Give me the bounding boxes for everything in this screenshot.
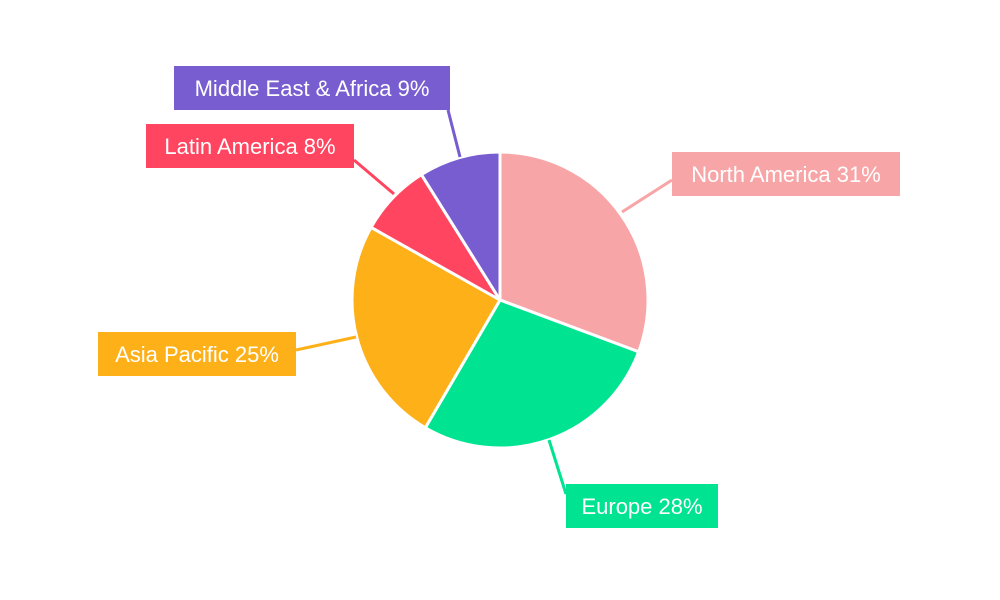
slice-label-box	[98, 332, 296, 376]
leader-line-latin-america	[353, 158, 395, 196]
slice-label-latin-america: Latin America 8%	[146, 124, 354, 168]
leader-line-europe	[547, 439, 568, 495]
leader-lines	[295, 109, 673, 495]
slice-label-middle-east-and-africa: Middle East & Africa 9%	[174, 66, 450, 110]
leader-line-middle-east-and-africa	[446, 109, 462, 158]
leader-line-asia-pacific	[295, 335, 357, 352]
slice-label-box	[146, 124, 354, 168]
slice-label-box	[672, 152, 900, 196]
pie-slice-asia-pacific[interactable]	[350, 225, 502, 430]
slice-labels: North America 31% Europe 28% Asia Pacific …	[98, 66, 900, 528]
slice-label-asia-pacific: Asia Pacific 25%	[98, 332, 296, 376]
leader-line-north-america	[621, 178, 673, 214]
slice-label-text: Middle East & Africa 9%	[195, 76, 430, 101]
slice-label-north-america: North America 31%	[672, 152, 900, 196]
pie-slice-north-america[interactable]	[498, 150, 650, 354]
slice-label-europe: Europe 28%	[566, 484, 718, 528]
pie-slices	[350, 150, 650, 450]
slice-label-text: Latin America 8%	[164, 134, 335, 159]
pie-slice-middle-east-and-africa[interactable]	[419, 150, 502, 302]
slice-label-box	[174, 66, 450, 110]
slice-label-text: North America 31%	[691, 162, 881, 187]
slice-label-text: Europe 28%	[581, 494, 702, 519]
slice-label-box	[566, 484, 718, 528]
slice-label-text: Asia Pacific 25%	[115, 342, 279, 367]
